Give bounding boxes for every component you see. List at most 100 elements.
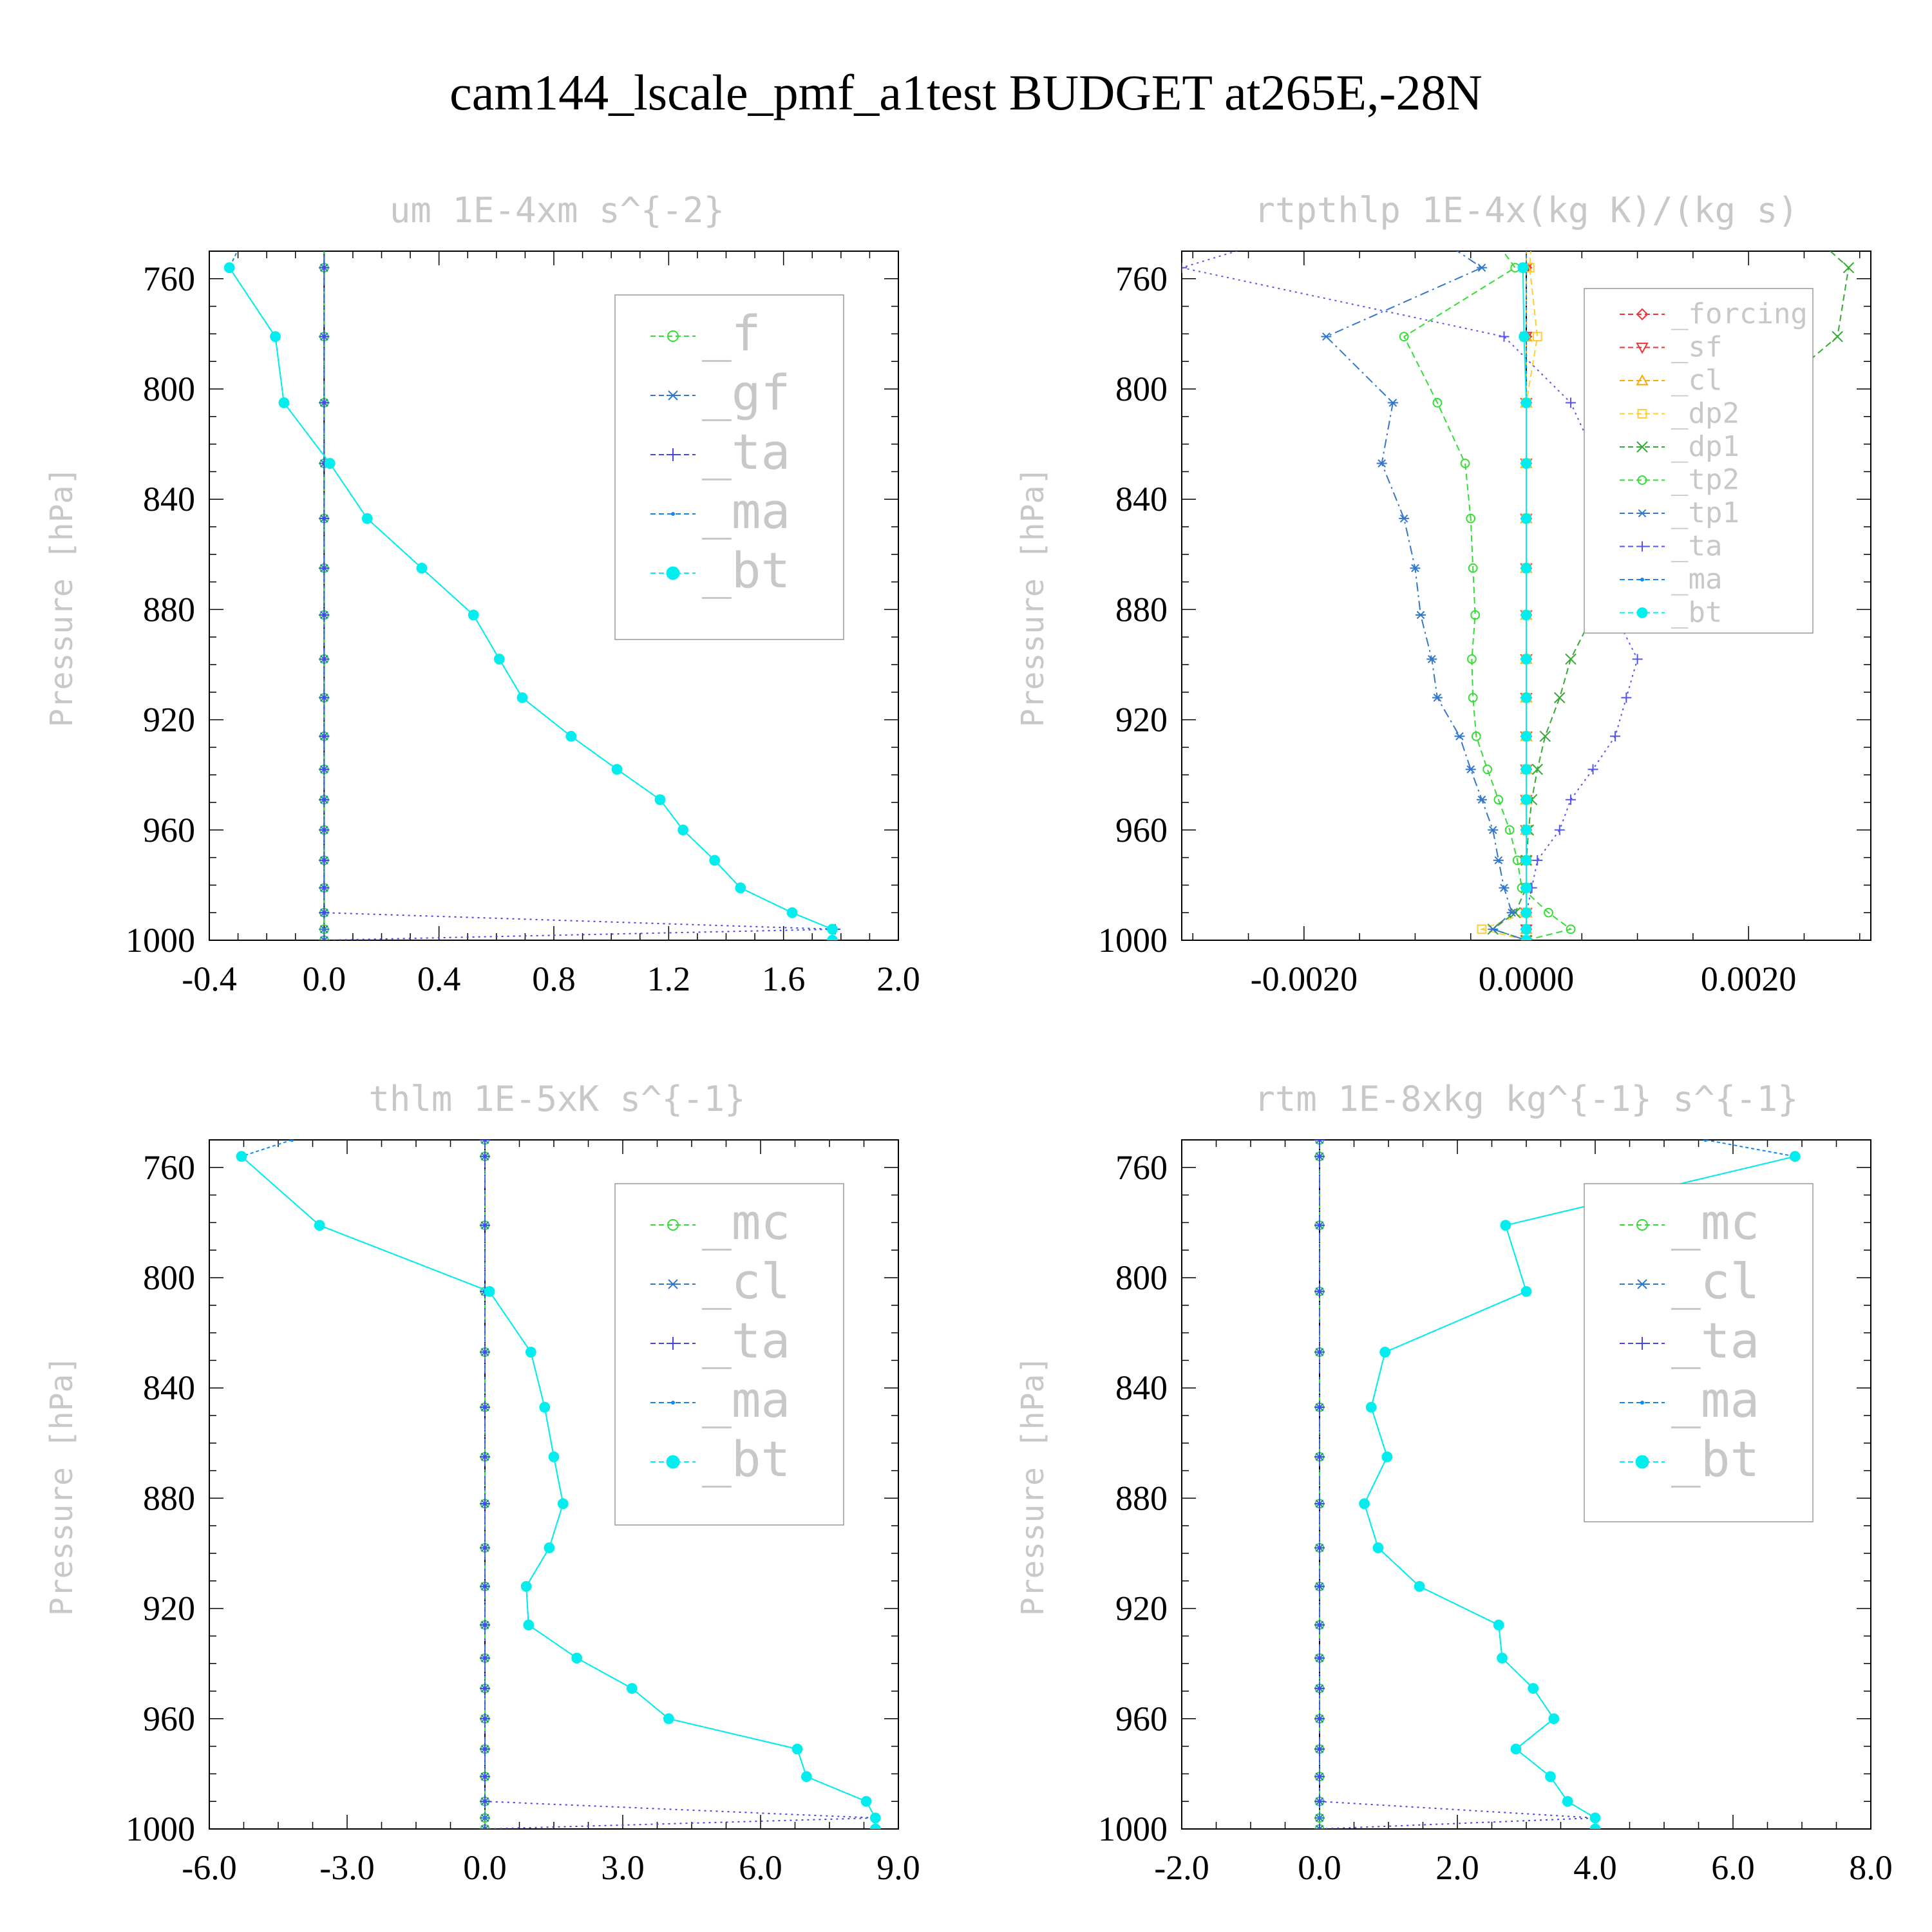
x-tick-label: 0.8 (532, 960, 576, 998)
x-tick-label: 1.6 (762, 960, 806, 998)
data-point (1314, 1771, 1325, 1782)
data-point (1528, 1683, 1539, 1694)
data-point (869, 1812, 881, 1824)
legend-box (614, 1183, 844, 1526)
legend-marker (1636, 1279, 1649, 1289)
panel-title: thlm 1E-5xK s^{-1} (368, 1079, 745, 1119)
data-point (1314, 1140, 1325, 1144)
data-point (1314, 1824, 1325, 1829)
data-point (1520, 794, 1532, 806)
data-point (523, 1619, 535, 1631)
x-tick-label: 3.0 (601, 1848, 645, 1887)
data-point (1621, 692, 1632, 703)
legend-marker (1640, 578, 1644, 582)
legend-label: _ma (702, 1371, 790, 1428)
x-tick-label: -0.0020 (1251, 960, 1358, 998)
legend-label: _ta (702, 1312, 790, 1369)
data-point (1545, 1771, 1556, 1783)
legend-label: _gf (702, 364, 790, 421)
data-point (800, 1771, 812, 1783)
data-point (1810, 232, 1821, 243)
legend-item: _sf (1620, 331, 1722, 364)
y-tick-label: 840 (143, 480, 195, 518)
data-point (1314, 1140, 1325, 1145)
y-tick-label: 920 (143, 1589, 195, 1628)
data-point (242, 236, 246, 240)
data-point (319, 907, 330, 918)
x-tick-label: 6.0 (739, 1848, 782, 1887)
data-point (1365, 1401, 1377, 1413)
data-point (319, 331, 330, 342)
data-point (548, 1451, 560, 1463)
legend-marker (1636, 1337, 1649, 1350)
data-point (1532, 855, 1543, 866)
legend-item: _bt (1620, 1430, 1759, 1488)
data-point (1520, 609, 1532, 621)
data-point (320, 233, 328, 242)
legend-label: _tp2 (1671, 464, 1739, 497)
legend-item: _mc (1620, 1193, 1759, 1251)
legend-marker (1636, 308, 1649, 321)
y-tick-label: 1000 (1098, 1810, 1168, 1848)
panel-rtpthlp: rtpthlp 1E-4x(kg K)/(kg s) Pressure [hPa… (1015, 190, 1871, 998)
data-point (1488, 925, 1499, 934)
legend-box (1584, 288, 1814, 634)
data-point (1476, 795, 1487, 804)
data-point (1521, 232, 1531, 242)
panel-title: um 1E-4xm s^{-2} (390, 190, 724, 231)
legend-label: _bt (702, 542, 790, 599)
data-point (1314, 1620, 1325, 1631)
x-tick-label: 2.0 (876, 960, 920, 998)
legend-marker (1636, 374, 1649, 386)
data-point (1493, 856, 1504, 865)
data-point (319, 234, 329, 241)
legend-item: _dp1 (1620, 430, 1739, 463)
legend-item: _ta (650, 1312, 790, 1369)
data-point (480, 1620, 490, 1631)
data-point (1379, 1347, 1391, 1358)
legend-marker (1636, 607, 1648, 618)
data-point (236, 1151, 247, 1162)
series-ta (1182, 251, 1643, 940)
data-point (319, 935, 330, 940)
data-point (1566, 924, 1576, 934)
data-point (1520, 730, 1532, 742)
data-point (319, 925, 330, 934)
data-point (827, 934, 838, 940)
data-point (1520, 764, 1532, 775)
x-tick-label: 8.0 (1849, 1848, 1893, 1887)
data-point (1321, 332, 1332, 341)
data-point (1520, 882, 1532, 894)
data-point (1531, 763, 1543, 775)
data-point (1314, 1452, 1325, 1463)
y-tick-label: 920 (1115, 701, 1168, 739)
legend-label: _cl (1671, 1253, 1759, 1310)
data-point (1467, 654, 1477, 664)
data-point (1520, 1286, 1532, 1297)
series-bt (1517, 262, 1532, 940)
data-point (484, 1286, 495, 1297)
data-point (1488, 826, 1499, 835)
data-point (677, 824, 689, 836)
data-point (663, 1713, 674, 1725)
data-point (1521, 233, 1531, 242)
legend: _f_gf_ta_ma_bt (614, 294, 844, 640)
x-tick-label: 9.0 (876, 1848, 920, 1887)
legend-box (614, 294, 844, 640)
panel-thlm: thlm 1E-5xK s^{-1} Pressure [hPa] 760 800… (44, 1079, 920, 1887)
y-tick-label: 760 (1115, 260, 1168, 298)
data-point (1789, 1151, 1801, 1162)
y-tick-label: 840 (1115, 1368, 1168, 1407)
data-point (1532, 332, 1542, 342)
panel-um: um 1E-4xm s^{-2} Pressure [hPa] 760 800 84… (44, 190, 920, 998)
series-tp2 (1399, 251, 1576, 940)
legend-marker (667, 448, 679, 461)
y-tick-label: 760 (1115, 1148, 1168, 1187)
legend-label: _cl (1671, 364, 1722, 397)
data-point (1510, 1743, 1522, 1755)
data-point (1182, 262, 1187, 273)
data-point (557, 1498, 569, 1510)
legend-label: _cl (702, 1253, 790, 1310)
legend-marker (671, 512, 675, 516)
legend-marker (1636, 441, 1648, 453)
